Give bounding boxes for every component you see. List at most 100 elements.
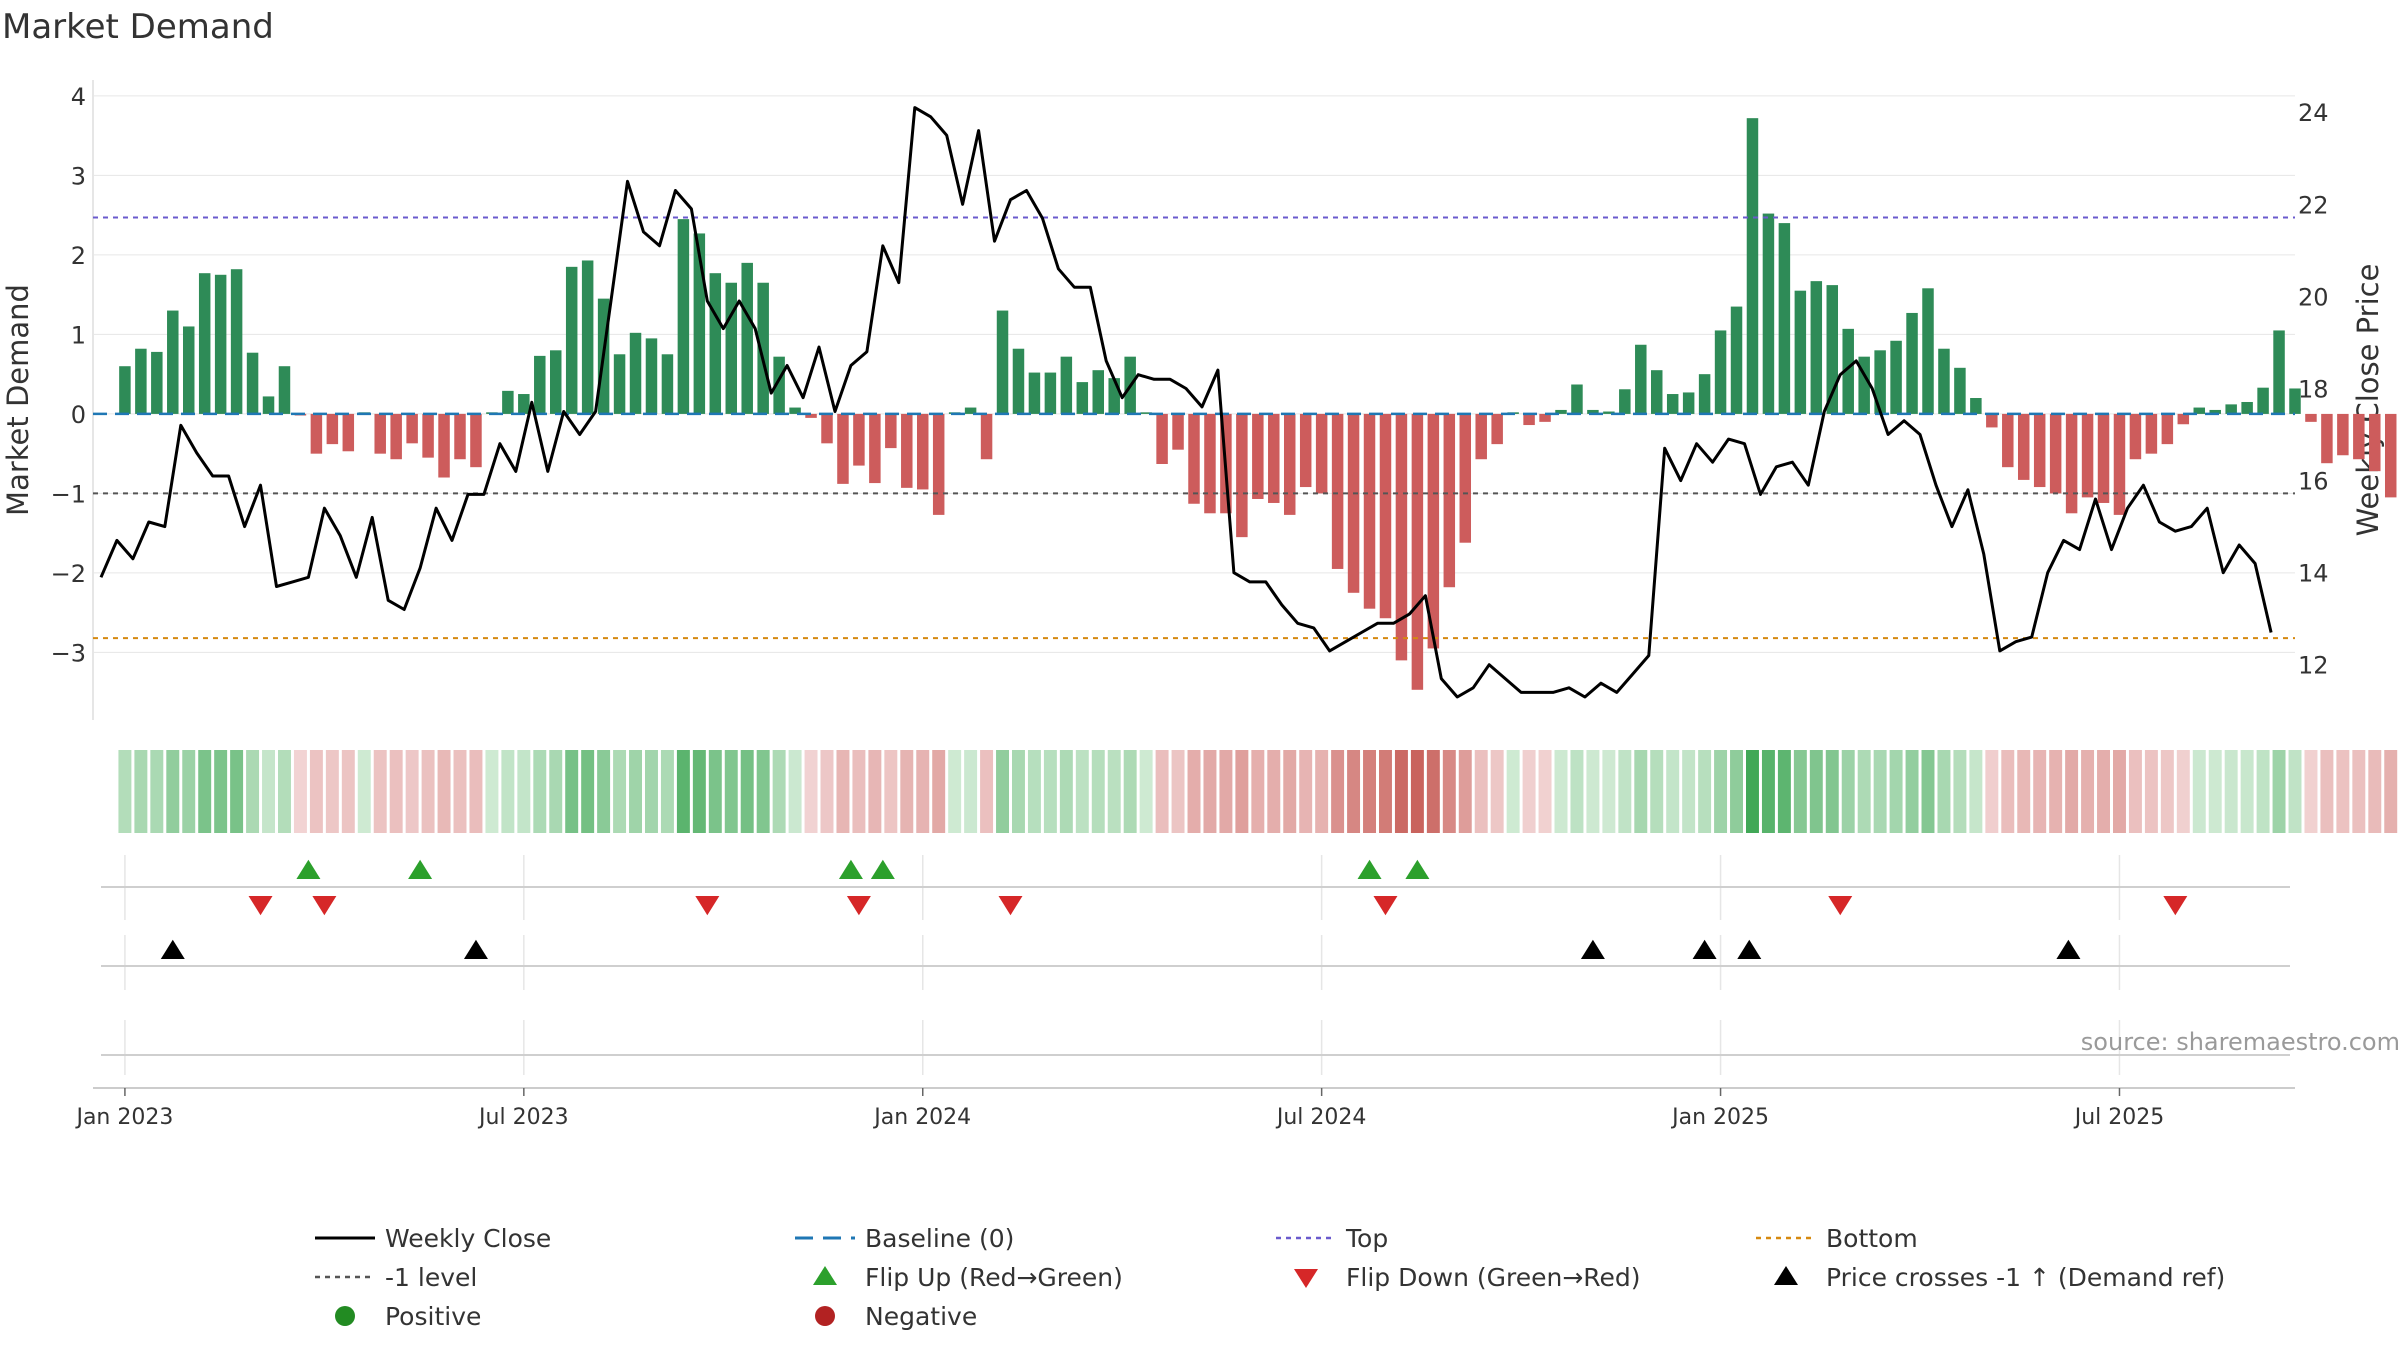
positive-demand-bar [1650,370,1663,414]
negative-demand-bar [2161,413,2174,445]
negative-demand-bar [1539,413,1551,422]
negative-demand-bar [837,413,849,484]
heat-cell [517,750,531,833]
negative-demand-bar [1315,413,1328,494]
heat-cell [293,750,307,833]
heat-cell [357,750,371,833]
heat-cell [2288,750,2302,833]
heat-cell [2192,750,2206,833]
heat-cell [1554,750,1568,833]
positive-demand-bar [629,332,642,414]
heat-cell [2001,750,2015,833]
negative-demand-bar [1475,413,1487,460]
source-credit: source: sharemaestro.com [2081,1028,2400,1056]
legend-label-baseline: Baseline (0) [865,1224,1014,1253]
positive-demand-bar [2193,407,2206,414]
left-y-axis: 4 3 2 1 0 −1 −2 −3 [51,83,86,668]
legend-label-flip-down: Flip Down (Green→Red) [1346,1263,1641,1292]
heat-cell [1012,750,1025,833]
heat-cell [2049,750,2063,833]
right-y-axis: 24 22 20 18 16 14 12 [2298,99,2329,680]
positive-demand-bar [2225,404,2237,414]
negative-demand-bar [2177,413,2190,425]
left-tick-label: 4 [71,83,86,111]
flip-up-marker [1357,859,1382,879]
positive-demand-bar [1635,344,1647,414]
negative-demand-bar [1427,413,1440,649]
heat-cell [325,750,339,833]
heat-cell [932,750,946,833]
heat-cell [1777,750,1791,833]
heat-cell [2208,750,2222,833]
positive-demand-bar [214,274,227,414]
heat-cell [2256,750,2270,833]
price-cross-marker [160,939,185,959]
heat-cell [2224,750,2238,833]
negative-demand-bar [390,413,402,460]
positive-demand-bar [182,326,195,414]
positive-demand-bar [1778,223,1791,414]
heat-cell [1426,750,1440,833]
negative-demand-bar [2337,413,2349,456]
positive-demand-bar [645,338,658,414]
negative-demand-bar [980,413,993,460]
positive-demand-bar [677,219,690,414]
x-tick-label: Jan 2023 [74,1105,173,1130]
negative-demand-bar [1331,413,1344,569]
heat-cell [1761,750,1775,833]
positive-demand-bar [1666,394,1679,414]
heat-cell [1873,750,1887,833]
left-tick-label: 0 [71,401,86,429]
heat-cell [900,750,914,833]
price-cross-marker [1737,939,1762,959]
positive-demand-bar [262,396,275,414]
heat-cell [2336,750,2350,833]
negative-demand-bar [805,413,817,418]
heat-cell [1650,750,1664,833]
positive-demand-bar [135,348,147,414]
heat-cell [453,750,467,833]
heat-cell [1107,750,1121,833]
negative-demand-bar [2305,413,2317,422]
heat-cell [1394,750,1408,833]
positive-demand-bar [1730,306,1743,414]
negative-demand-bar [374,413,386,454]
heat-cell [852,750,866,833]
positive-demand-bar [278,366,291,414]
heat-cell [1379,750,1392,833]
negative-demand-bar [885,413,897,449]
positive-demand-bar [1890,340,1902,414]
heat-cell [1474,750,1488,833]
heat-cell [2176,750,2190,833]
weekly-close-line [99,106,2273,699]
heat-cell [660,750,674,833]
negative-demand-bar [310,413,323,454]
heat-cell [437,750,451,833]
heat-cell [804,750,818,833]
price-cross-marker [1692,939,1717,959]
heat-cell [1187,750,1201,833]
heat-cell [1618,750,1632,833]
flip-down-marker [998,896,1023,916]
negative-demand-bar [2002,413,2014,468]
legend-label-weekly-close: Weekly Close [385,1224,551,1253]
heat-cell [405,750,419,833]
right-tick-label: 14 [2298,560,2329,588]
positive-demand-bar [1762,213,1775,414]
positive-demand-bar [1794,290,1807,414]
positive-demand-bar [2241,401,2253,414]
heat-cell [1283,750,1297,833]
heat-cell [2304,750,2318,833]
negative-demand-bar [2353,413,2365,460]
positive-demand-bar [1954,367,1966,414]
heat-cell [1889,750,1903,833]
heat-cell [1139,750,1153,833]
legend-label-positive: Positive [385,1302,481,1331]
heat-cell [2113,750,2126,833]
legend-swatch-triangle-down [1294,1269,1318,1288]
negative-demand-bar [2145,413,2158,454]
heat-cell [166,750,180,833]
heat-cell [1570,750,1584,833]
heat-cell [629,750,642,833]
left-tick-label: 1 [71,321,86,349]
